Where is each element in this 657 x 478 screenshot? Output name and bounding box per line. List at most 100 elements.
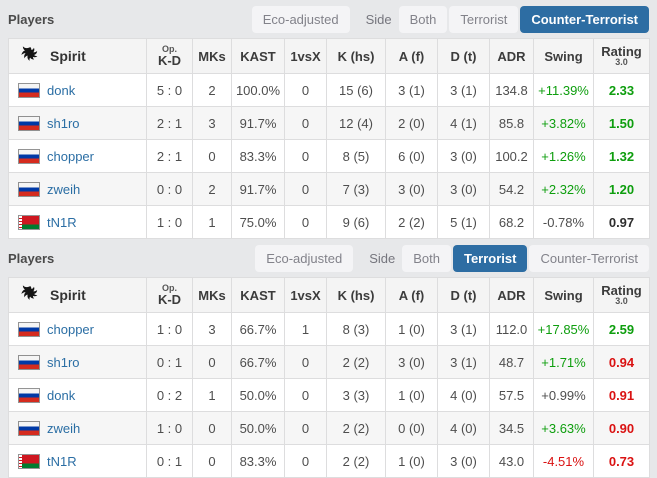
- side-option-counter-terrorist[interactable]: Counter-Terrorist: [529, 244, 649, 272]
- stat-cell: 54.2: [489, 172, 534, 206]
- stat-cell: 3 (0): [437, 444, 490, 478]
- players-toolbar: Players Eco-adjusted Side Both Terrorist…: [0, 239, 657, 277]
- swing-cell: +1.26%: [533, 139, 594, 173]
- player-row-sh1ro: sh1ro 2 : 1 3 91.7% 0 12 (4) 2 (0) 4 (1) 85.8 +3.…: [8, 106, 650, 140]
- side-option-counter-terrorist[interactable]: Counter-Terrorist: [520, 5, 649, 33]
- team-spirit-logo-icon: [19, 45, 41, 67]
- stat-cell: 3 (1): [385, 73, 438, 107]
- stat-cell: 1 (0): [385, 378, 438, 412]
- stat-cell: 66.7%: [231, 312, 285, 346]
- stat-cell: 0: [284, 172, 327, 206]
- stat-cell: 1 : 0: [146, 205, 193, 239]
- column-header-k-hs-: K (hs): [326, 38, 386, 74]
- player-cell: chopper: [8, 312, 147, 346]
- stat-cell: 112.0: [489, 312, 534, 346]
- player-link[interactable]: sh1ro: [47, 354, 80, 370]
- stat-cell: 50.0%: [231, 411, 285, 445]
- flag-ru-icon: [18, 181, 40, 197]
- stat-cell: 6 (0): [385, 139, 438, 173]
- stat-cell: 1: [192, 205, 232, 239]
- stat-cell: 1 : 0: [146, 411, 193, 445]
- stat-cell: 100.2: [489, 139, 534, 173]
- stat-cell: 85.8: [489, 106, 534, 140]
- stat-cell: 48.7: [489, 345, 534, 379]
- column-header-d-t-: D (t): [437, 277, 490, 313]
- team-name[interactable]: Spirit: [50, 287, 86, 303]
- player-cell: zweih: [8, 172, 147, 206]
- column-header-kast: KAST: [231, 277, 285, 313]
- player-link[interactable]: chopper: [47, 148, 94, 164]
- rating-cell: 1.32: [593, 139, 650, 173]
- flag-by-icon: [18, 453, 40, 469]
- side-option-both[interactable]: Both: [402, 244, 451, 272]
- side-option-terrorist[interactable]: Terrorist: [449, 5, 519, 33]
- stat-cell: 0 : 1: [146, 444, 193, 478]
- players-title: Players: [8, 11, 55, 27]
- stat-cell: 83.3%: [231, 139, 285, 173]
- stat-cell: 0: [284, 73, 327, 107]
- side-filter-group: Both Terrorist Counter-Terrorist: [398, 5, 649, 33]
- stat-cell: 1 (0): [385, 312, 438, 346]
- player-row-donk: donk 0 : 2 1 50.0% 0 3 (3) 1 (0) 4 (0) 57.5 +0.99…: [8, 378, 650, 412]
- side-label: Side: [369, 250, 396, 266]
- stat-cell: 3: [192, 106, 232, 140]
- rating-cell: 1.20: [593, 172, 650, 206]
- stat-cell: 43.0: [489, 444, 534, 478]
- flag-ru-icon: [18, 321, 40, 337]
- stat-cell: 66.7%: [231, 345, 285, 379]
- stat-cell: 83.3%: [231, 444, 285, 478]
- flag-ru-icon: [18, 420, 40, 436]
- eco-adjusted-button[interactable]: Eco-adjusted: [255, 244, 354, 272]
- player-link[interactable]: donk: [47, 82, 76, 98]
- stat-cell: 2 (2): [326, 444, 386, 478]
- player-cell: donk: [8, 73, 147, 107]
- stat-cell: 0: [284, 205, 327, 239]
- stat-cell: 0: [284, 444, 327, 478]
- column-header-k-d: Op. K-D: [146, 38, 193, 74]
- stat-cell: 0: [284, 106, 327, 140]
- stat-cell: 0: [192, 139, 232, 173]
- stat-cell: 0: [284, 345, 327, 379]
- side-option-terrorist[interactable]: Terrorist: [452, 244, 528, 272]
- column-header-adr: ADR: [489, 277, 534, 313]
- stat-cell: 91.7%: [231, 172, 285, 206]
- player-cell: zweih: [8, 411, 147, 445]
- player-link[interactable]: zweih: [47, 181, 81, 197]
- player-cell: chopper: [8, 139, 147, 173]
- stat-cell: 9 (6): [326, 205, 386, 239]
- rating-cell: 2.59: [593, 312, 650, 346]
- player-cell: tN1R: [8, 444, 147, 478]
- rating-cell: 2.33: [593, 73, 650, 107]
- stat-cell: 1: [192, 378, 232, 412]
- stat-cell: 0: [192, 411, 232, 445]
- eco-adjusted-button[interactable]: Eco-adjusted: [251, 5, 350, 33]
- flag-ru-icon: [18, 82, 40, 98]
- player-link[interactable]: donk: [47, 387, 76, 403]
- player-link[interactable]: sh1ro: [47, 115, 80, 131]
- stat-cell: 1 (0): [385, 444, 438, 478]
- rating-cell: 0.97: [593, 205, 650, 239]
- stat-cell: 2 : 1: [146, 139, 193, 173]
- stat-cell: 0 (0): [385, 411, 438, 445]
- player-cell: tN1R: [8, 205, 147, 239]
- swing-cell: +0.99%: [533, 378, 594, 412]
- column-header-k-d: Op. K-D: [146, 277, 193, 313]
- player-link[interactable]: chopper: [47, 321, 94, 337]
- flag-ru-icon: [18, 387, 40, 403]
- column-header-swing: Swing: [533, 38, 594, 74]
- stat-cell: 3: [192, 312, 232, 346]
- stat-cell: 91.7%: [231, 106, 285, 140]
- player-row-donk: donk 5 : 0 2 100.0% 0 15 (6) 3 (1) 3 (1) 134.8 +1…: [8, 73, 650, 107]
- side-option-both[interactable]: Both: [398, 5, 448, 33]
- player-link[interactable]: tN1R: [47, 214, 77, 230]
- players-section-t: Players Eco-adjusted Side Both Terrorist…: [0, 239, 657, 478]
- stat-cell: 2 (2): [385, 205, 438, 239]
- team-spirit-logo-icon: [19, 284, 41, 306]
- team-header-cell: Spirit: [8, 38, 147, 74]
- player-link[interactable]: zweih: [47, 420, 81, 436]
- player-stats-table-t: Spirit Op. K-D MKs KAST 1vsX K (hs) A (f) D (t)…: [8, 277, 650, 478]
- player-link[interactable]: tN1R: [47, 453, 77, 469]
- team-name[interactable]: Spirit: [50, 48, 86, 64]
- players-toolbar: Players Eco-adjusted Side Both Terrorist…: [0, 0, 657, 38]
- column-header-rating: Rating 3.0: [593, 38, 650, 74]
